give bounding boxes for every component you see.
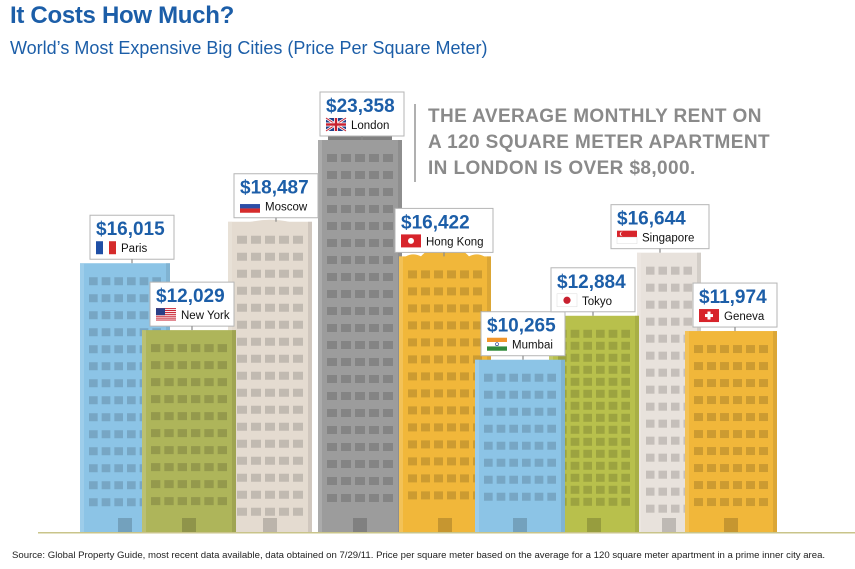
uk-flag-icon xyxy=(325,116,347,133)
japan-flag-icon xyxy=(556,293,578,308)
city-label-mumbai: Mumbai xyxy=(512,340,553,352)
label-hong-kong: $16,422 Hong Kong xyxy=(394,207,494,257)
value-label-paris: $16,015 xyxy=(96,219,165,240)
switzerland-flag-icon xyxy=(699,309,719,323)
city-label-london: London xyxy=(351,120,389,132)
callout-line-3: IN LONDON IS OVER $8,000. xyxy=(428,158,696,179)
india-flag-icon xyxy=(487,337,507,351)
source-note: Source: Global Property Guide, most rece… xyxy=(12,550,826,561)
building-mumbai xyxy=(475,359,565,532)
value-label-moscow: $18,487 xyxy=(240,178,309,199)
label-moscow: $18,487 Moscow xyxy=(233,173,319,222)
france-flag-icon xyxy=(96,241,116,255)
building-moscow xyxy=(228,219,312,532)
singapore-flag-icon xyxy=(616,230,638,244)
city-label-paris: Paris xyxy=(121,243,147,255)
label-tokyo: $12,884 Tokyo xyxy=(550,267,636,316)
value-label-singapore: $16,644 xyxy=(617,209,686,230)
value-label-new-york: $12,029 xyxy=(156,286,225,307)
building-geneva xyxy=(685,331,777,532)
building-new-york xyxy=(142,330,236,532)
city-label-moscow: Moscow xyxy=(265,202,308,214)
city-label-hong-kong: Hong Kong xyxy=(426,236,484,248)
value-label-tokyo: $12,884 xyxy=(557,272,626,293)
rent-callout: THE AVERAGE MONTHLY RENT ON A 120 SQUARE… xyxy=(414,104,770,182)
label-geneva: $11,974 Geneva xyxy=(692,282,778,332)
value-label-geneva: $11,974 xyxy=(699,287,767,308)
russia-flag-icon xyxy=(240,199,260,213)
callout-line-2: A 120 SQUARE METER APARTMENT xyxy=(428,132,770,153)
hong-kong-flag-icon xyxy=(401,234,421,248)
label-london: $23,358 London xyxy=(319,91,405,140)
value-label-hong-kong: $16,422 xyxy=(401,212,470,233)
building-london xyxy=(318,118,402,532)
city-label-geneva: Geneva xyxy=(724,311,765,323)
value-label-mumbai: $10,265 xyxy=(487,316,556,337)
page-title: It Costs How Much? xyxy=(10,2,234,29)
label-mumbai: $10,265 Mumbai xyxy=(480,311,566,360)
chart-baseline xyxy=(38,532,855,534)
usa-flag-icon xyxy=(156,308,176,321)
value-label-london: $23,358 xyxy=(326,96,395,117)
label-new-york: $12,029 New York xyxy=(149,281,235,331)
city-label-singapore: Singapore xyxy=(642,233,694,245)
label-singapore: $16,644 Singapore xyxy=(610,204,710,253)
label-paris: $16,015 Paris xyxy=(89,214,175,264)
page-subtitle: World’s Most Expensive Big Cities (Price… xyxy=(10,38,488,58)
callout-line-1: THE AVERAGE MONTHLY RENT ON xyxy=(428,106,762,127)
city-label-new-york: New York xyxy=(181,310,230,322)
city-label-tokyo: Tokyo xyxy=(582,296,612,308)
